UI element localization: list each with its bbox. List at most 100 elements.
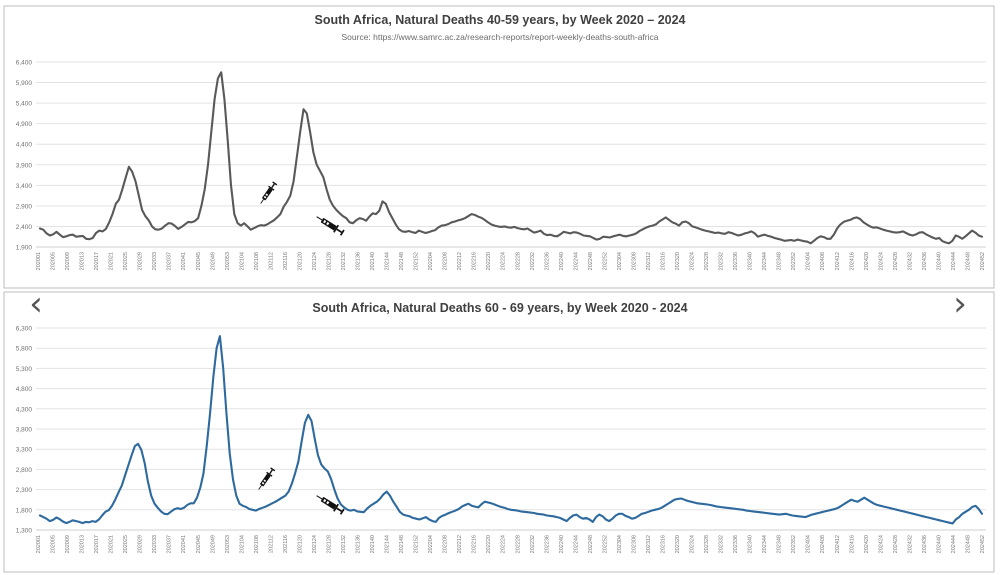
x-tick-label: 202136 (356, 252, 362, 270)
x-tick-label: 202104 (239, 535, 245, 553)
x-tick-label: 202005 (51, 535, 57, 553)
x-tick-label: 202324 (690, 535, 696, 553)
x-tick-label: 202120 (297, 535, 303, 553)
x-tick-label: 202104 (239, 252, 245, 270)
y-tick-label: 1,900 (16, 245, 33, 252)
x-tick-label: 202340 (748, 252, 754, 270)
x-tick-label: 202348 (777, 535, 783, 553)
x-tick-label: 202224 (501, 535, 507, 553)
x-tick-label: 202224 (501, 252, 507, 270)
chart-title: South Africa, Natural Deaths 60 - 69 yea… (312, 301, 687, 315)
x-tick-label: 202208 (443, 252, 449, 270)
x-tick-label: 202412 (835, 252, 841, 270)
y-tick-label: 2,800 (16, 467, 33, 474)
x-tick-label: 202033 (152, 535, 158, 553)
y-tick-label: 5,900 (16, 80, 33, 87)
x-tick-label: 202244 (573, 535, 579, 553)
x-tick-label: 202021 (109, 252, 115, 270)
x-tick-label: 202312 (646, 535, 652, 553)
x-tick-label: 202336 (733, 252, 739, 270)
chart-panel-60-69: South Africa, Natural Deaths 60 - 69 yea… (3, 291, 995, 573)
x-tick-label: 202144 (385, 252, 391, 270)
chart-subtitle: Source: https://www.samrc.ac.za/research… (342, 32, 659, 42)
y-tick-label: 2,400 (16, 224, 33, 231)
x-tick-label: 202248 (588, 535, 594, 553)
x-tick-label: 202444 (951, 535, 957, 553)
x-tick-label: 202236 (544, 252, 550, 270)
annotations-layer (260, 181, 345, 236)
x-tick-label: 202428 (893, 535, 899, 553)
chart-frame (3, 5, 995, 289)
y-tick-label: 2,900 (16, 203, 33, 210)
x-tick-label: 202240 (559, 535, 565, 553)
x-tick-label: 202045 (196, 535, 202, 553)
x-tick-label: 202436 (922, 535, 928, 553)
y-tick-label: 3,800 (16, 427, 33, 434)
x-tick-label: 202120 (297, 252, 303, 270)
x-tick-label: 202212 (457, 252, 463, 270)
y-tick-label: 4,400 (16, 142, 33, 149)
x-tick-label: 202444 (951, 252, 957, 270)
x-tick-label: 202248 (588, 252, 594, 270)
x-tick-label: 202025 (123, 535, 129, 553)
x-tick-label: 202216 (472, 252, 478, 270)
previous-chevron-icon[interactable]: ‹ (29, 284, 43, 324)
x-tick-label: 202404 (806, 252, 812, 270)
annotations-layer (258, 467, 345, 515)
x-tick-label: 202013 (80, 252, 86, 270)
y-tick-label: 5,400 (16, 101, 33, 108)
x-tick-label: 202244 (573, 252, 579, 270)
x-tick-label: 202041 (181, 252, 187, 270)
x-tick-label: 202108 (254, 252, 260, 270)
y-gridlines (36, 61, 986, 248)
y-tick-label: 4,900 (16, 121, 33, 128)
x-tick-label: 202013 (80, 535, 86, 553)
x-tick-label: 202045 (196, 252, 202, 270)
x-tick-label: 202001 (36, 535, 42, 553)
x-tick-label: 202332 (719, 252, 725, 270)
x-tick-label: 202448 (965, 252, 971, 270)
x-tick-label: 202304 (617, 535, 623, 553)
syringe-icon (258, 467, 276, 490)
y-tick-label: 3,400 (16, 183, 33, 190)
x-tick-label: 202216 (472, 535, 478, 553)
x-tick-label: 202148 (399, 252, 405, 270)
series-line (38, 335, 984, 525)
y-tick-label: 6,400 (16, 60, 33, 67)
next-chevron-icon[interactable]: › (953, 284, 967, 324)
y-tick-label: 1,300 (16, 528, 33, 535)
x-tick-label: 202212 (457, 535, 463, 553)
x-tick-label: 202009 (65, 535, 71, 553)
x-tick-label: 202220 (486, 252, 492, 270)
y-axis-ticks: 1,900 2,400 2,900 3,400 3,900 4,400 4,900 5,400… (16, 60, 33, 252)
x-tick-label: 202452 (980, 535, 986, 553)
syringe-icon (260, 181, 278, 204)
x-tick-label: 202049 (210, 252, 216, 270)
x-tick-label: 202053 (225, 535, 231, 553)
x-axis-ticks: 202001 202005 202009 202013 202017 202021 2020… (36, 535, 986, 553)
x-tick-label: 202240 (559, 252, 565, 270)
x-tick-label: 202232 (530, 252, 536, 270)
x-axis-ticks: 202001 202005 202009 202013 202017 202021 2020… (36, 252, 986, 270)
x-tick-label: 202021 (109, 535, 115, 553)
x-tick-label: 202420 (864, 252, 870, 270)
x-tick-label: 202136 (356, 535, 362, 553)
y-tick-label: 5,800 (16, 346, 33, 353)
x-tick-label: 202132 (341, 252, 347, 270)
x-tick-label: 202017 (94, 535, 100, 553)
x-tick-label: 202316 (660, 535, 666, 553)
y-tick-label: 3,300 (16, 447, 33, 454)
x-tick-label: 202420 (864, 535, 870, 553)
x-tick-label: 202448 (965, 535, 971, 553)
chart-title: South Africa, Natural Deaths 40-59 years… (314, 13, 685, 27)
x-tick-label: 202416 (849, 252, 855, 270)
x-tick-label: 202412 (835, 535, 841, 553)
x-tick-label: 202037 (167, 252, 173, 270)
x-tick-label: 202112 (268, 252, 274, 270)
x-tick-label: 202001 (36, 252, 42, 270)
x-tick-label: 202432 (907, 535, 913, 553)
x-tick-label: 202140 (370, 535, 376, 553)
x-tick-label: 202440 (936, 252, 942, 270)
x-tick-label: 202252 (602, 535, 608, 553)
